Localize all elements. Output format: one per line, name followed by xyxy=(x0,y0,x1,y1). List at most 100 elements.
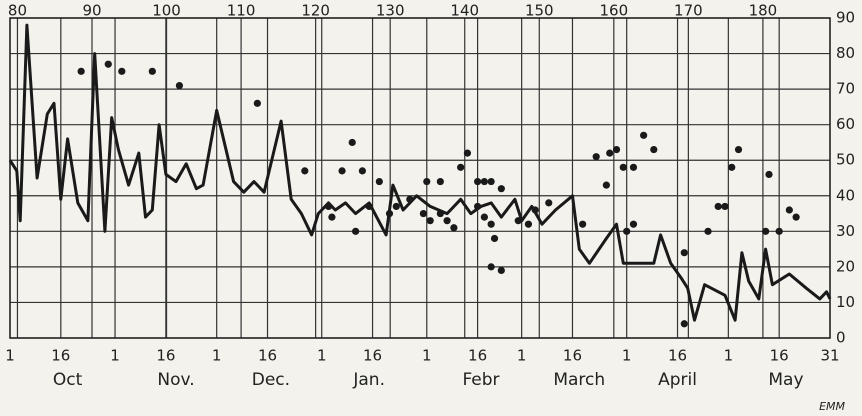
y-tick-label: 20 xyxy=(836,257,855,275)
data-point xyxy=(175,81,184,90)
data-point xyxy=(436,177,444,186)
x2-tick-label: 90 xyxy=(82,2,101,20)
x2-tick-label: 100 xyxy=(152,2,181,20)
data-point xyxy=(474,177,482,186)
data-point xyxy=(375,177,383,186)
data-point xyxy=(762,227,770,235)
data-point xyxy=(497,185,505,193)
y-tick-label: 90 xyxy=(836,9,855,27)
data-point xyxy=(148,67,156,75)
data-point xyxy=(419,209,427,218)
data-point xyxy=(640,131,648,139)
month-label: Febr xyxy=(462,370,499,390)
data-point xyxy=(487,220,495,228)
data-point xyxy=(348,138,356,147)
x2-tick-label: 150 xyxy=(525,2,554,20)
data-point xyxy=(650,145,658,154)
x2-tick-label: 160 xyxy=(599,2,628,20)
x-tick-label: 1 xyxy=(5,347,15,365)
data-point xyxy=(734,145,743,154)
x-tick-label: 16 xyxy=(156,347,175,365)
x2-tick-label: 110 xyxy=(227,2,256,20)
data-point xyxy=(629,163,638,171)
data-point xyxy=(392,202,400,211)
data-point xyxy=(612,145,621,154)
data-point xyxy=(714,202,722,211)
data-point xyxy=(785,206,793,214)
signature: EMM xyxy=(819,400,845,413)
x-tick-label: 16 xyxy=(363,347,382,365)
data-point xyxy=(619,163,627,171)
data-point xyxy=(328,213,336,221)
y-tick-label: 30 xyxy=(836,222,855,240)
data-point xyxy=(775,227,783,235)
y-tick-label: 40 xyxy=(836,186,855,204)
data-point xyxy=(680,249,688,257)
data-point xyxy=(721,202,729,211)
x-tick-label: 16 xyxy=(563,347,582,365)
month-label: May xyxy=(768,370,803,390)
x-tick-label: 1 xyxy=(317,347,327,365)
data-point xyxy=(545,199,553,207)
x2-tick-label: 180 xyxy=(749,2,778,20)
data-point xyxy=(474,202,482,211)
data-point xyxy=(514,217,522,225)
month-label: April xyxy=(658,370,697,390)
x2-tick-label: 130 xyxy=(376,2,405,20)
data-point xyxy=(602,181,610,189)
y-tick-label: 70 xyxy=(836,80,855,98)
x-tick-label: 16 xyxy=(258,347,277,365)
x-tick-label: 1 xyxy=(212,347,222,365)
data-point xyxy=(463,149,472,157)
data-point xyxy=(426,217,434,225)
data-point xyxy=(480,177,488,186)
x-tick-label: 16 xyxy=(468,347,487,365)
data-point xyxy=(728,163,736,171)
data-point xyxy=(579,220,587,228)
data-point xyxy=(352,227,360,235)
data-point xyxy=(104,60,112,68)
month-label: Nov. xyxy=(157,370,194,390)
y-tick-label: 60 xyxy=(836,115,855,133)
data-point xyxy=(497,266,505,275)
data-point xyxy=(436,209,444,218)
x-tick-label: 31 xyxy=(820,347,839,365)
data-point xyxy=(358,167,366,175)
data-point xyxy=(524,220,533,228)
x-tick-label: 1 xyxy=(517,347,527,365)
data-point xyxy=(365,202,373,211)
data-point xyxy=(406,195,414,203)
y-tick-label: 50 xyxy=(836,151,855,169)
data-point xyxy=(457,163,465,171)
x2-tick-label: 140 xyxy=(450,2,479,20)
data-point xyxy=(592,153,600,161)
data-point xyxy=(487,263,495,271)
x-tick-label: 1 xyxy=(622,347,632,365)
data-point xyxy=(765,170,773,179)
data-point xyxy=(531,206,539,214)
x-tick-label: 1 xyxy=(724,347,734,365)
data-point xyxy=(629,220,638,228)
data-point xyxy=(792,213,800,221)
data-point xyxy=(623,227,631,235)
data-point xyxy=(490,234,499,243)
x-tick-label: 16 xyxy=(51,347,70,365)
x-tick-label: 1 xyxy=(422,347,432,365)
data-point xyxy=(443,217,451,225)
month-label: Dec. xyxy=(252,370,290,390)
x-tick-label: 16 xyxy=(668,347,687,365)
y-tick-label: 10 xyxy=(836,293,855,311)
data-point xyxy=(338,167,346,175)
x-tick-label: 16 xyxy=(770,347,789,365)
data-point xyxy=(77,67,85,75)
data-point xyxy=(680,320,688,328)
x-tick-label: 1 xyxy=(110,347,120,365)
data-point xyxy=(423,177,431,186)
y-tick-label: 80 xyxy=(836,44,855,62)
x2-tick-label: 80 xyxy=(8,2,27,20)
data-point xyxy=(450,224,458,232)
data-point xyxy=(301,167,309,175)
data-point xyxy=(118,67,126,75)
data-point xyxy=(385,209,394,218)
